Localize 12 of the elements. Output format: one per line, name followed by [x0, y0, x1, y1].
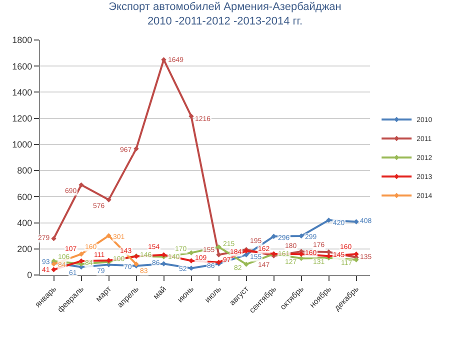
y-tick-label: 1200: [12, 113, 32, 124]
y-tick-label: 0: [27, 270, 32, 280]
y-tick-label: 1800: [12, 35, 32, 46]
y-tick-label: 400: [17, 218, 32, 228]
y-tick-label: 200: [17, 244, 32, 254]
chart-title: Экспорт автомобилей Армения-Азербайджан 2010 -2011-2012 -2013-2014 гг.: [108, 1, 342, 28]
y-tick-label: 1600: [12, 61, 32, 72]
y-tick-label: 600: [17, 192, 32, 202]
x-tick-label: май: [151, 284, 168, 302]
y-tick-label: 800: [17, 166, 32, 176]
y-tick-label: 1400: [12, 87, 32, 98]
y-tick-label: 1000: [12, 140, 32, 150]
